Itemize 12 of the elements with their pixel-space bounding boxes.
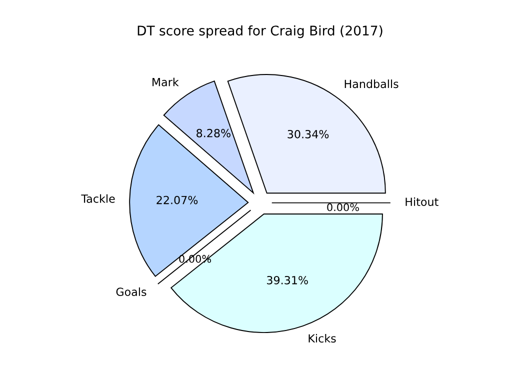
text: 0.00% [327, 203, 359, 212]
category-label: Hitout [406, 197, 438, 206]
data-label: 30.34% [288, 130, 329, 138]
slice-label: Kicks [308, 334, 336, 343]
slice-label: Tackle [81, 194, 115, 203]
slice-label: Handballs [344, 80, 398, 88]
data-label: 39.31% [267, 276, 308, 284]
slice-label: Mark [152, 78, 179, 86]
data-label: 22.07% [156, 196, 198, 204]
chart-title: DT score spread for Craig Bird (2017) [138, 25, 382, 38]
data-label: 8.28% [196, 128, 230, 138]
category-label: Goals [116, 287, 146, 296]
